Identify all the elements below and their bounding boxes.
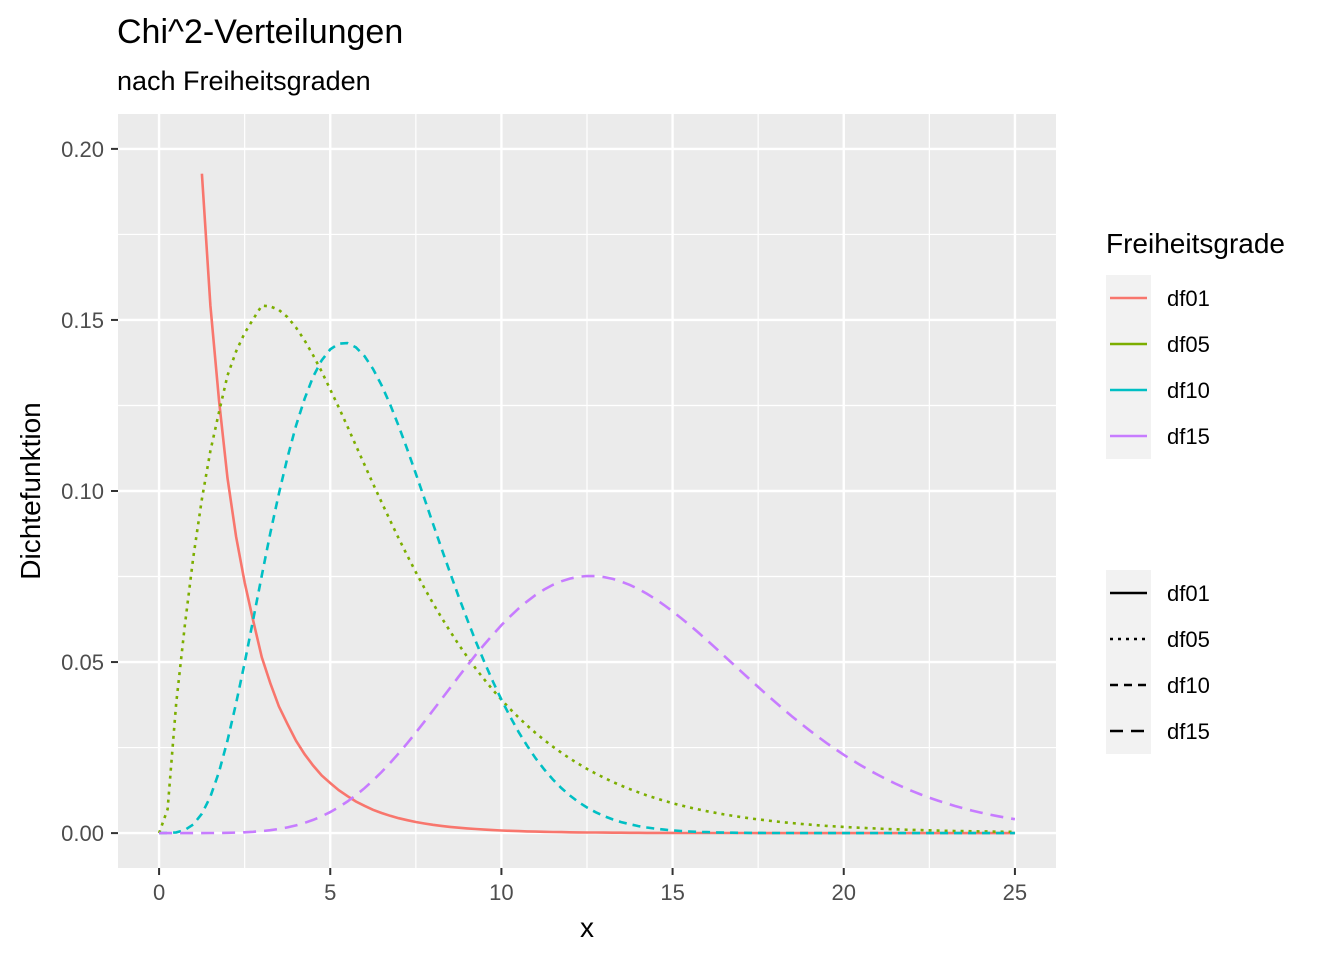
- series-line-df01: [200, 173, 1015, 835]
- legend-color: Freiheitsgrade df01 df05 df10 df15: [1106, 228, 1285, 459]
- tick-labels: 0 5 10 15 20 25 0.00 0.05 0.10 0.15 0.20: [61, 137, 1027, 905]
- x-tick-label: 5: [324, 880, 336, 905]
- legend-linetype-label: df01: [1167, 581, 1210, 606]
- legend-color-title: Freiheitsgrade: [1106, 228, 1285, 259]
- legend-linetype: df01 df05 df10 df15: [1106, 570, 1210, 754]
- legend-color-label: df10: [1167, 378, 1210, 403]
- legend-linetype-label: df05: [1167, 627, 1210, 652]
- chart-subtitle: nach Freiheitsgraden: [117, 66, 371, 96]
- legend-color-keys-bg: [1106, 275, 1151, 459]
- chart-title: Chi^2-Verteilungen: [117, 13, 403, 51]
- y-tick-label: 0.05: [61, 650, 104, 675]
- axis-ticks: [111, 147, 1016, 875]
- y-tick-label: 0.10: [61, 479, 104, 504]
- major-gridlines: [118, 114, 1056, 868]
- legend-linetype-label: df10: [1167, 673, 1210, 698]
- y-tick-label: 0.20: [61, 137, 104, 162]
- x-tick-label: 20: [832, 880, 856, 905]
- x-axis-title: x: [580, 912, 594, 943]
- x-tick-label: 0: [153, 880, 165, 905]
- legend-color-label: df01: [1167, 286, 1210, 311]
- legend-color-label: df15: [1167, 424, 1210, 449]
- legend-color-label: df05: [1167, 332, 1210, 357]
- legend-linetype-keys-bg: [1106, 570, 1151, 754]
- series-line-df15: [159, 574, 1016, 835]
- x-tick-label: 25: [1003, 880, 1027, 905]
- y-axis-title: Dichtefunktion: [15, 402, 46, 579]
- y-tick-label: 0.15: [61, 308, 104, 333]
- x-tick-label: 10: [489, 880, 513, 905]
- series-line-df05: [157, 304, 1015, 834]
- series-line-df10: [159, 341, 1015, 835]
- y-tick-label: 0.00: [61, 821, 104, 846]
- legend-linetype-label: df15: [1167, 719, 1210, 744]
- x-tick-label: 15: [660, 880, 684, 905]
- series-lines: [157, 173, 1016, 835]
